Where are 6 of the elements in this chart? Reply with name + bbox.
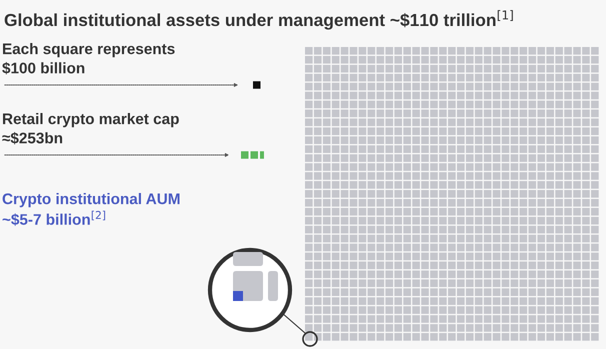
- category-label: Retail crypto market cap: [3, 113, 179, 128]
- text: Global institutional assets under management ~$110 trillion$^{[1]}$: [4, 10, 513, 30]
- data-label: $100 billion: [2, 62, 84, 74]
- data-label: ≈$253bn: [2, 132, 62, 144]
- text: Crypto institutional AUM ~$5-7 billion$^{[2]}$: [2, 193, 180, 226]
- category-label: Each square represents: [3, 43, 175, 58]
